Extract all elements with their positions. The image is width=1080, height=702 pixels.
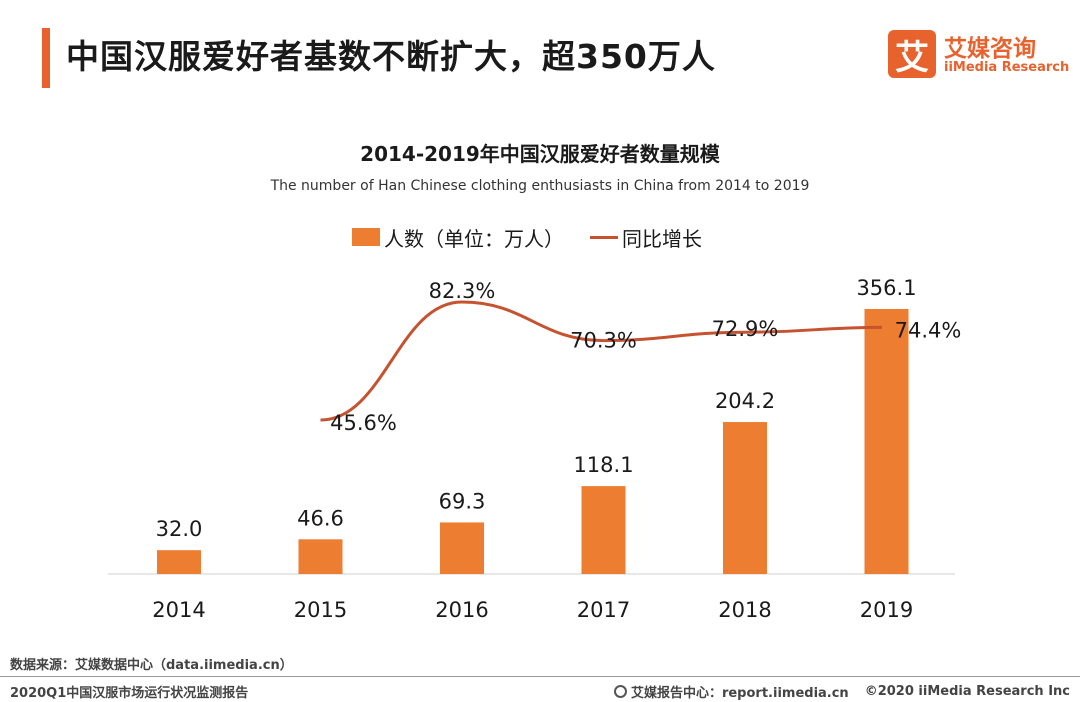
growth-label-2016: 82.3%: [429, 279, 496, 303]
growth-rate-line: [320, 300, 883, 422]
legend-swatch-bar: [352, 228, 380, 246]
bar-2016: [440, 522, 484, 574]
legend-swatch-line: [590, 235, 618, 239]
logo-english-name: iiMedia Research: [944, 60, 1070, 75]
logo-chinese-name: 艾媒咨询: [944, 36, 1036, 62]
footer-source: 数据来源：艾媒数据中心（data.iimedia.cn）: [10, 658, 293, 673]
footer-right: 艾媒报告中心：report.iimedia.cn ©2020 iiMedia R…: [613, 682, 1070, 701]
x-tick-label-2014: 2014: [152, 598, 205, 622]
page-title: 中国汉服爱好者基数不断扩大，超350万人: [66, 37, 716, 76]
growth-label-2018: 72.9%: [712, 317, 779, 341]
iimedia-logo: 艾 艾媒咨询 iiMedia Research: [888, 30, 1069, 82]
chart-subtitle: The number of Han Chinese clothing enthu…: [270, 178, 810, 194]
legend-label-bar: 人数（单位：万人）: [384, 226, 564, 251]
footer-report-name: 2020Q1中国汉服市场运行状况监测报告: [10, 686, 249, 701]
legend-label-line: 同比增长: [622, 226, 702, 251]
title-accent-bar: [42, 28, 50, 88]
growth-label-2017: 70.3%: [570, 329, 637, 353]
bar-value-label-2019: 356.1: [856, 276, 916, 300]
bar-value-label-2016: 69.3: [439, 489, 486, 513]
x-tick-label-2018: 2018: [718, 598, 771, 622]
bar-2019: [864, 309, 909, 574]
bar-value-label-2014: 32.0: [156, 517, 203, 541]
bar-2014: [157, 550, 201, 574]
footer-report-center: 艾媒报告中心：report.iimedia.cn: [630, 686, 849, 701]
x-tick-label-2019: 2019: [860, 598, 913, 622]
bar-value-label-2018: 204.2: [715, 389, 775, 413]
bar-2018: [723, 422, 767, 574]
chart-title: 2014-2019年中国汉服爱好者数量规模: [360, 142, 720, 166]
growth-label-2019: 74.4%: [895, 318, 962, 342]
logo-mark-icon: 艾: [888, 30, 936, 78]
footer-copyright: ©2020 iiMedia Research Inc: [864, 684, 1070, 699]
bar-2017: [581, 486, 626, 574]
globe-icon: [613, 685, 627, 698]
bar-2015: [298, 539, 343, 574]
bar-value-label-2015: 46.6: [297, 506, 344, 530]
x-tick-label-2016: 2016: [435, 598, 488, 622]
x-tick-label-2017: 2017: [577, 598, 630, 622]
growth-label-2015: 45.6%: [330, 411, 397, 435]
x-tick-label-2015: 2015: [294, 598, 347, 622]
chart-plot: 32.0 2014 46.6 2015 69.3 2016 118.1 2017 204.2 20…: [108, 276, 962, 622]
chart-legend: 人数（单位：万人） 同比增长: [352, 222, 702, 252]
bar-value-label-2017: 118.1: [573, 453, 633, 477]
footer-divider: [0, 676, 1080, 677]
